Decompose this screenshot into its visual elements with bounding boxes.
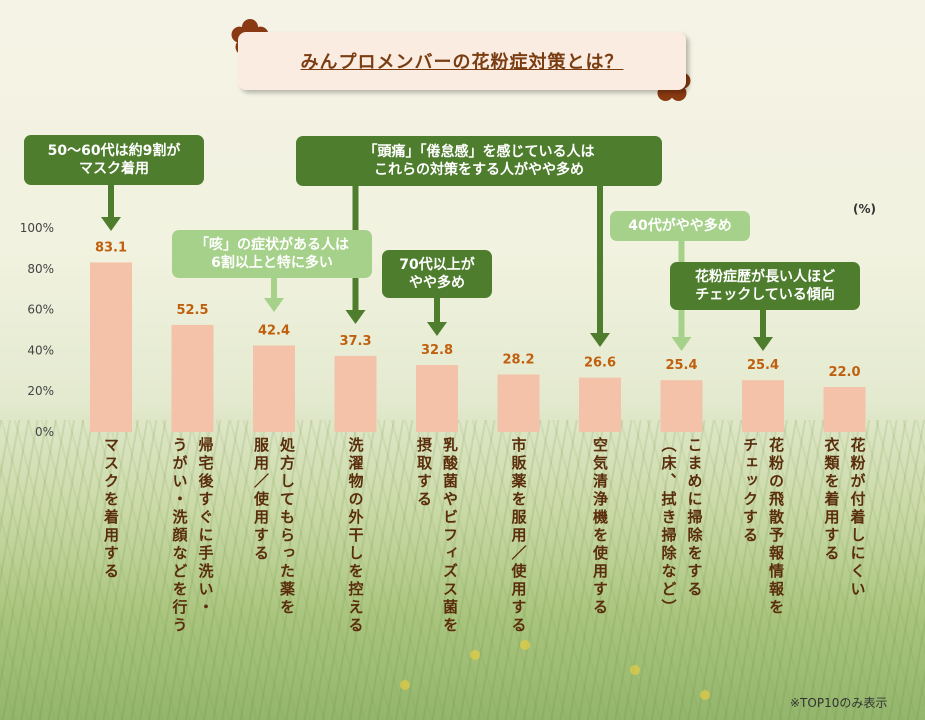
y-tick-label: 100% [20,221,54,235]
arrow-shaft [271,278,277,300]
arrow-shaft [434,298,440,324]
category-label: 花粉の飛散予報情報を [767,437,785,617]
y-tick-label: 60% [27,303,54,317]
bar [334,355,377,432]
category-label: 帰宅後すぐに手洗い・ [196,437,215,617]
category-label: うがい・洗顔などを行う [170,437,189,635]
category-label: 市販薬を服用／使用する [509,437,528,635]
bar [497,374,540,432]
category-label: 洗濯物の外干しを控える [346,437,365,635]
bar-value-label: 26.6 [584,356,616,371]
bar-value-label: 32.8 [421,343,453,358]
category-label: 花粉が付着しにくい [848,437,867,599]
bar-value-label: 83.1 [95,240,127,255]
bar [742,380,784,432]
callout-pollen-history: 花粉症歴が長い人ほど チェックしている傾向 [670,262,860,310]
dandelion-decoration [520,640,530,650]
bar-value-label: 52.5 [176,303,208,318]
bar-value-label: 22.0 [828,365,860,380]
callout-40s: 40代がやや多め [610,211,750,241]
callout-text: 花粉症歴が長い人ほど チェックしている傾向 [695,269,835,303]
bar [253,345,295,432]
page-title: みんプロメンバーの花粉症対策とは？ [300,52,624,73]
arrow-shaft [597,186,603,335]
bar-value-label: 37.3 [339,334,371,349]
category-label: チェックする [741,437,759,545]
arrow-head [671,337,692,351]
bar [823,387,866,432]
callout-text: 「咳」の症状がある人は 6割以上と特に多い [195,237,349,271]
y-tick-label: 40% [27,343,54,357]
arrow-head [590,333,610,347]
category-label: 摂取する [415,437,433,509]
y-tick-label: 80% [27,262,54,276]
arrow-shaft [760,310,766,339]
arrow-head [427,322,447,336]
bar [416,365,458,432]
arrow-head [101,217,121,231]
category-label: 処方してもらった薬を [278,437,296,617]
bar-value-label: 42.4 [258,324,290,339]
bar [660,380,703,432]
callout-text: 70代以上が やや多め [399,257,475,291]
unit-label: (%) [853,202,876,216]
bar [171,324,214,432]
category-label: 服用／使用する [252,437,270,563]
bar [579,377,621,432]
category-label: こまめに掃除をする [685,437,704,599]
arrow-head [345,310,366,324]
dandelion-decoration [470,650,480,660]
category-label: 衣類を着用する [822,437,841,563]
callout-cough: 「咳」の症状がある人は 6割以上と特に多い [172,230,372,278]
footnote: ※TOP10のみ表示 [790,696,888,710]
dandelion-decoration [400,680,410,690]
arrow-head [753,337,773,351]
callout-headache: 「頭痛」「倦怠感」を感じている人は これらの対策をする人がやや多め [296,136,662,186]
arrow-shaft [108,185,114,219]
arrow-head [264,298,284,312]
category-label: （床、拭き掃除など） [659,437,678,617]
bar-value-label: 25.4 [747,358,779,373]
category-label: 乳酸菌やビフィズス菌を [441,437,459,635]
y-tick-label: 20% [27,384,54,398]
title-box: みんプロメンバーの花粉症対策とは？ [238,32,686,90]
callout-70s: 70代以上が やや多め [382,250,492,298]
dandelion-decoration [630,665,640,675]
bar-value-label: 25.4 [665,358,697,373]
grass-background [0,420,925,720]
callout-text: 40代がやや多め [628,218,732,234]
callout-text: 50～60代は約9割が マスク着用 [47,143,181,177]
category-label: 空気清浄機を使用する [591,437,609,617]
category-label: マスクを着用する [102,437,120,581]
callout-text: 「頭痛」「倦怠感」を感じている人は これらの対策をする人がやや多め [363,144,595,178]
bar-value-label: 28.2 [502,352,534,367]
callout-mask-age: 50～60代は約9割が マスク着用 [24,135,204,185]
bar [90,262,132,432]
y-tick-label: 0% [35,425,54,439]
dandelion-decoration [700,690,710,700]
